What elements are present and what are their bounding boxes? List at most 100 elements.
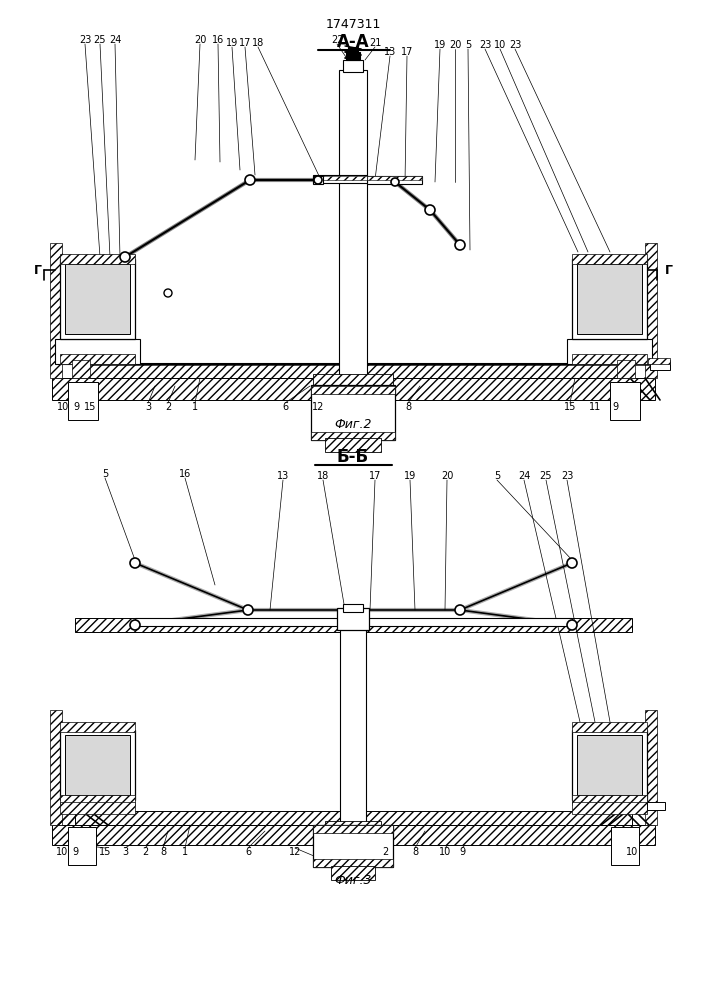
Bar (572, 722, 647, 732)
Bar (572, 259, 647, 339)
Text: 25: 25 (539, 471, 552, 481)
Bar (60, 795, 135, 805)
Text: 21: 21 (369, 38, 381, 48)
Bar (617, 360, 635, 378)
Bar (60, 254, 135, 264)
Text: 13: 13 (277, 471, 289, 481)
Bar (72, 360, 90, 378)
Bar (343, 60, 363, 72)
Bar (313, 374, 393, 386)
Bar (313, 825, 393, 833)
Text: 22: 22 (331, 35, 344, 45)
Text: 17: 17 (239, 38, 251, 48)
Bar (331, 866, 375, 880)
Text: 3: 3 (122, 847, 128, 857)
Text: А-А: А-А (337, 33, 369, 51)
Bar (339, 70, 367, 380)
Text: 15: 15 (563, 402, 576, 412)
Bar (650, 360, 670, 370)
Text: 10: 10 (494, 40, 506, 50)
Text: 11: 11 (589, 402, 601, 412)
Text: 10: 10 (626, 847, 638, 857)
Text: 2: 2 (165, 402, 171, 412)
Bar (367, 176, 422, 184)
Bar (313, 176, 323, 184)
Bar (367, 176, 422, 180)
Bar (343, 604, 363, 612)
Text: 18: 18 (317, 471, 329, 481)
Text: 16: 16 (212, 35, 224, 45)
Bar (572, 730, 647, 800)
Text: 2: 2 (382, 847, 388, 857)
Text: 23: 23 (561, 471, 573, 481)
Text: 1: 1 (192, 402, 198, 412)
Text: 2: 2 (142, 847, 148, 857)
Bar (572, 795, 647, 805)
Circle shape (567, 620, 577, 630)
Circle shape (391, 178, 399, 186)
Text: 16: 16 (179, 469, 191, 479)
Text: 12: 12 (312, 402, 325, 412)
Circle shape (455, 240, 465, 250)
Text: 24: 24 (518, 471, 530, 481)
Bar (75, 811, 632, 825)
Text: 1747311: 1747311 (325, 18, 380, 31)
Bar (55, 339, 140, 364)
Text: Г: Г (665, 263, 673, 276)
Bar (68, 827, 96, 865)
Text: 19: 19 (434, 40, 446, 50)
Circle shape (164, 289, 172, 297)
Bar (313, 175, 367, 183)
Bar (311, 432, 395, 440)
Text: 5: 5 (465, 40, 471, 50)
Text: 20: 20 (194, 35, 206, 45)
Bar (65, 735, 130, 795)
Text: 15: 15 (99, 847, 111, 857)
Bar (65, 264, 130, 334)
Text: 12: 12 (289, 847, 301, 857)
Circle shape (130, 620, 140, 630)
Circle shape (245, 175, 255, 185)
Bar (318, 176, 367, 180)
Text: Г: Г (34, 263, 42, 276)
Text: 8: 8 (160, 847, 166, 857)
Text: 23: 23 (78, 35, 91, 45)
Bar (313, 859, 393, 867)
Text: 1: 1 (182, 847, 188, 857)
Text: 9: 9 (612, 402, 618, 412)
Bar (645, 710, 657, 825)
Bar (52, 825, 655, 845)
Bar (60, 259, 135, 339)
Circle shape (455, 605, 465, 615)
Bar (50, 243, 62, 378)
Text: Б-Б: Б-Б (337, 448, 369, 466)
Circle shape (130, 558, 140, 568)
Bar (647, 802, 665, 810)
Bar (60, 354, 135, 364)
Bar (572, 354, 647, 364)
Bar (60, 730, 135, 800)
Text: 8: 8 (412, 847, 418, 857)
Bar (610, 382, 640, 420)
Text: 20: 20 (440, 471, 453, 481)
Text: 10: 10 (57, 402, 69, 412)
Text: 23: 23 (509, 40, 521, 50)
Text: 19: 19 (226, 38, 238, 48)
Bar (577, 264, 642, 334)
Text: 17: 17 (401, 47, 413, 57)
Text: 8: 8 (405, 402, 411, 412)
Text: 6: 6 (245, 847, 251, 857)
Bar (577, 735, 642, 795)
Text: 24: 24 (109, 35, 121, 45)
Bar (75, 618, 632, 632)
Bar (50, 710, 62, 825)
Circle shape (120, 252, 130, 262)
Text: Фиг.3: Фиг.3 (334, 874, 372, 886)
Text: 9: 9 (72, 847, 78, 857)
Bar (52, 378, 655, 400)
Text: Фиг.2: Фиг.2 (334, 418, 372, 432)
Text: 13: 13 (384, 47, 396, 57)
Text: 5: 5 (102, 469, 108, 479)
Bar (567, 339, 652, 364)
Text: 18: 18 (252, 38, 264, 48)
